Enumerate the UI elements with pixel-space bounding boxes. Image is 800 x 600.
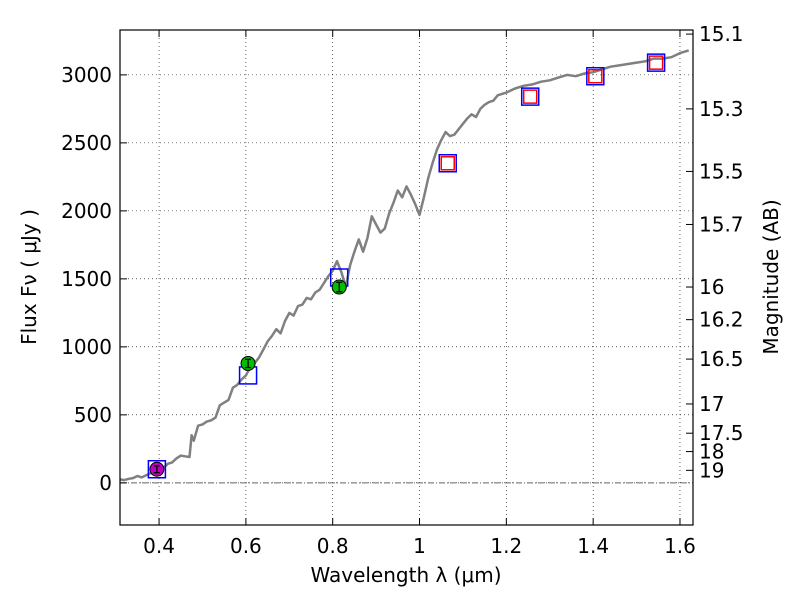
y-tick-label: 2000 <box>61 199 112 223</box>
model-photometry-square <box>520 87 540 106</box>
x-tick-label: 0.4 <box>143 534 175 558</box>
magnitude-tick-label: 15.7 <box>699 212 744 236</box>
magnitude-tick-label: 19 <box>699 458 724 482</box>
magnitude-tick-label: 16 <box>699 275 724 299</box>
photometry-markers <box>147 53 666 479</box>
plot-frame <box>119 29 694 526</box>
sed-model-curve <box>119 49 690 482</box>
x-tick-label: 1.2 <box>490 534 522 558</box>
magnitude-tick-label: 18 <box>699 440 724 464</box>
observed-photometry-square <box>648 55 664 70</box>
observed-photometry-square <box>522 89 538 104</box>
model-photometry-square <box>438 154 457 173</box>
magnitude-tick-label: 15.5 <box>699 159 744 183</box>
magnitude-tick-label: 16.5 <box>699 347 744 371</box>
magnitude-tick-label: 17 <box>699 392 724 416</box>
y-tick-label: 500 <box>74 403 112 427</box>
y-tick-label: 3000 <box>61 63 112 87</box>
y-tick-label: 2500 <box>61 131 112 155</box>
x-tick-label: 0.6 <box>230 534 262 558</box>
grid-lines <box>120 30 693 525</box>
observed-photometry-square <box>588 68 603 84</box>
y2-axis-title: Magnitude (AB) <box>759 199 783 354</box>
magnitude-tick-label: 15.1 <box>699 22 744 46</box>
model-photometry-square <box>586 66 605 86</box>
axis-ticks: 0.4 0.6 0.8 1 1.2 1.4 1.6 0 500 1000 1500 2000 2500 3… <box>61 22 743 558</box>
y-tick-label: 1500 <box>61 267 112 291</box>
observed-photometry-square <box>440 156 455 171</box>
x-tick-label: 1 <box>413 534 426 558</box>
y-axis-title: Flux Fν ( μJy ) <box>17 209 41 345</box>
x-tick-label: 0.8 <box>317 534 349 558</box>
magnitude-tick-label: 17.5 <box>699 421 744 445</box>
x-tick-label: 1.4 <box>577 534 609 558</box>
magnitude-tick-label: 16.2 <box>699 308 744 332</box>
x-tick-label: 1.6 <box>664 534 696 558</box>
y-tick-label: 1000 <box>61 335 112 359</box>
y-tick-label: 0 <box>99 471 112 495</box>
magnitude-tick-label: 15.3 <box>699 97 744 121</box>
x-axis-title: Wavelength λ (μm) <box>310 563 501 587</box>
plot-background <box>120 30 693 525</box>
model-photometry-square <box>147 459 167 479</box>
model-photometry-square <box>646 53 666 72</box>
